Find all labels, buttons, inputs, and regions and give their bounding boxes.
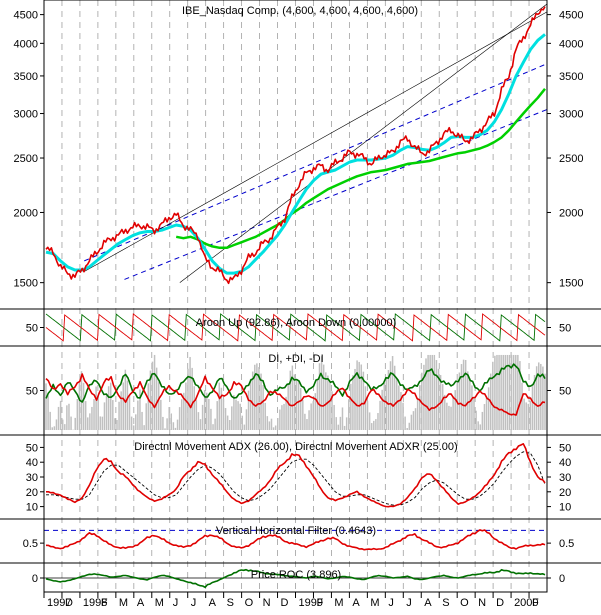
x-tick-label: M <box>155 597 164 609</box>
y-tick-label-right: 3500 <box>559 71 583 83</box>
x-tick-label: F <box>101 597 108 609</box>
price-line <box>45 6 546 285</box>
x-tick-label: A <box>209 597 217 609</box>
adx-panel-title: Directnl Movement ADX (26.00), Directnl … <box>134 441 457 453</box>
x-tick-label: J <box>173 597 179 609</box>
y-tick-label-right: 10 <box>559 502 571 514</box>
adxr-line <box>46 451 546 506</box>
x-tick-label: S <box>442 597 449 609</box>
y-tick-label-right: 2500 <box>559 153 583 165</box>
price-panel-title: IBE_Nasdaq Comp. (4,600, 4,600, 4,600, 4… <box>182 5 418 17</box>
y-tick-label-left: 10 <box>26 502 38 514</box>
y-tick-label-left: 30 <box>26 472 38 484</box>
y-tick-label-right: 2000 <box>559 207 583 219</box>
y-tick-label-right: 50 <box>559 386 571 398</box>
x-tick-label: A <box>137 597 145 609</box>
y-tick-label-right: 30 <box>559 472 571 484</box>
price-roc-line <box>45 568 546 589</box>
channel-line <box>179 3 548 283</box>
y-tick-label-left: 2000 <box>14 207 38 219</box>
aroon-panel-title: Aroon Up (92.86), Aroon Down (0.00000) <box>196 317 397 329</box>
x-tick-label: D <box>496 597 504 609</box>
x-tick-label: F <box>316 597 323 609</box>
y-tick-label-left: 0.5 <box>23 538 38 550</box>
roc-panel-title: Price ROC (3.896) <box>251 569 341 581</box>
y-tick-label-right: 20 <box>559 487 571 499</box>
y-tick-label-right: 50 <box>559 323 571 335</box>
x-tick-label: N <box>263 597 271 609</box>
x-tick-label: J <box>191 597 197 609</box>
vhf-panel-title: Vertical Horizontal Filter (0.4643) <box>216 525 376 537</box>
x-tick-label: M <box>119 597 128 609</box>
x-tick-label: D <box>65 597 73 609</box>
y-tick-label-left: 3500 <box>14 71 38 83</box>
y-tick-label-left: 4000 <box>14 38 38 50</box>
y-tick-label-right: 0 <box>559 573 565 585</box>
y-tick-label-left: 0 <box>32 573 38 585</box>
plus-di-line <box>45 363 546 403</box>
di-panel-title: DI, +DI, -DI <box>268 353 323 365</box>
y-tick-label-left: 4500 <box>14 10 38 22</box>
text-layer: IBE_Nasdaq Comp. (4,600, 4,600, 4,600, 4… <box>14 5 584 609</box>
channel-line <box>124 109 548 280</box>
x-tick-label: J <box>388 597 394 609</box>
y-tick-label-left: 20 <box>26 487 38 499</box>
data-layer <box>44 3 548 589</box>
x-tick-label: J <box>406 597 412 609</box>
aroon-up-line <box>45 313 546 342</box>
x-tick-label: M <box>370 597 379 609</box>
long-moving-average-line <box>175 88 546 250</box>
frame-layer <box>0 0 601 598</box>
x-tick-label: O <box>460 597 469 609</box>
y-tick-label-right: 3000 <box>559 109 583 121</box>
x-tick-label: 1999 <box>299 597 323 609</box>
y-tick-label-right: 50 <box>559 442 571 454</box>
y-tick-label-left: 1500 <box>14 278 38 290</box>
x-tick-label: N <box>478 597 486 609</box>
y-tick-label-right: 4500 <box>559 10 583 22</box>
y-tick-label-left: 3000 <box>14 109 38 121</box>
x-tick-label: D <box>281 597 289 609</box>
short-moving-average-line <box>45 33 546 275</box>
minus-di-line <box>45 373 546 416</box>
vhf-line <box>45 529 546 551</box>
y-tick-label-right: 0.5 <box>559 538 574 550</box>
x-tick-label: M <box>334 597 343 609</box>
y-tick-label-left: 40 <box>26 457 38 469</box>
y-tick-label-right: 40 <box>559 457 571 469</box>
channel-line <box>84 11 548 272</box>
y-tick-label-left: 50 <box>26 386 38 398</box>
x-tick-label: S <box>227 597 234 609</box>
x-tick-label: O <box>245 597 254 609</box>
x-tick-label: 2000 <box>514 597 538 609</box>
y-tick-label-left: 2500 <box>14 153 38 165</box>
x-tick-label: 1997 <box>47 597 71 609</box>
x-tick-label: F <box>532 597 539 609</box>
y-tick-label-right: 1500 <box>559 278 583 290</box>
y-tick-label-right: 4000 <box>559 38 583 50</box>
x-tick-label: A <box>352 597 360 609</box>
adx-line <box>46 443 546 508</box>
y-tick-label-left: 50 <box>26 323 38 335</box>
y-tick-label-left: 50 <box>26 442 38 454</box>
aroon-down-line <box>45 313 546 342</box>
x-tick-label: A <box>424 597 432 609</box>
x-tick-label: 1998 <box>83 597 107 609</box>
